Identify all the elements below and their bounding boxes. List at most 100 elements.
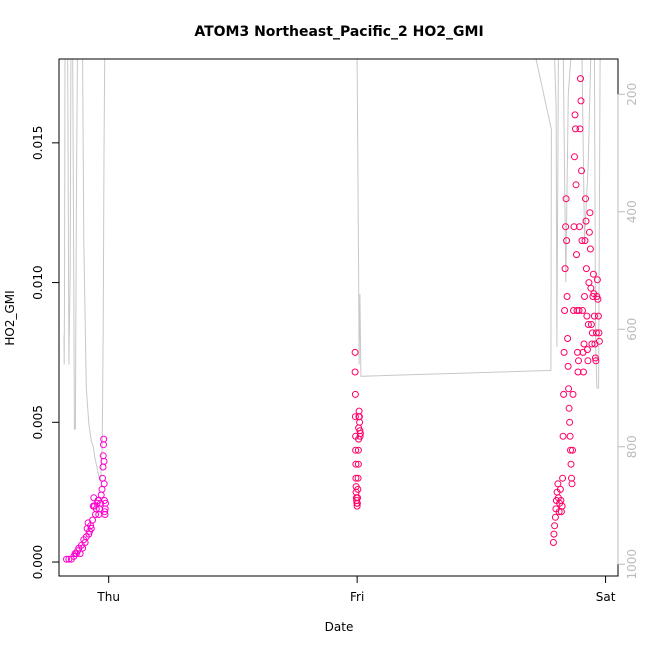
data-point xyxy=(572,181,580,189)
y-axis-label: HO2_GMI xyxy=(3,290,17,345)
data-point xyxy=(589,270,597,278)
data-point xyxy=(559,474,567,482)
data-point xyxy=(583,346,591,354)
data-point xyxy=(584,357,592,365)
data-point xyxy=(351,368,359,376)
data-point xyxy=(592,329,600,337)
data-point xyxy=(587,284,595,292)
data-point xyxy=(577,97,585,105)
data-point xyxy=(580,340,588,348)
data-point xyxy=(572,125,579,133)
right-tick-label: 1000 xyxy=(625,549,639,580)
data-point xyxy=(551,513,559,521)
right-tick-label: 800 xyxy=(625,435,639,458)
data-point xyxy=(565,385,573,393)
data-point xyxy=(590,312,598,320)
data-point xyxy=(97,491,105,499)
data-point xyxy=(593,276,601,284)
data-point xyxy=(356,432,364,440)
data-point xyxy=(555,508,563,516)
data-point xyxy=(560,348,568,356)
data-point xyxy=(588,340,596,348)
data-point xyxy=(561,265,569,273)
y-tick-label: 0.015 xyxy=(31,126,45,160)
x-tick-label: Sat xyxy=(596,590,616,604)
plot-frame xyxy=(58,58,619,577)
data-point xyxy=(354,460,362,468)
data-point xyxy=(576,125,584,133)
right-tick-label: 400 xyxy=(625,200,639,223)
data-point xyxy=(354,474,362,482)
data-point xyxy=(585,228,593,236)
data-point xyxy=(351,413,359,421)
data-point xyxy=(85,530,93,538)
right-tick-label: 600 xyxy=(625,318,639,341)
y-tick-label: 0.000 xyxy=(31,545,45,579)
data-point xyxy=(576,223,583,231)
data-point xyxy=(567,446,574,454)
data-point xyxy=(584,321,592,328)
data-point xyxy=(587,321,595,328)
data-point xyxy=(571,153,578,161)
data-point xyxy=(569,390,577,398)
data-point xyxy=(578,237,586,245)
pressure-line-layer xyxy=(63,58,601,483)
data-point xyxy=(355,407,363,415)
data-point xyxy=(575,307,583,314)
data-point xyxy=(577,75,584,83)
data-point xyxy=(581,237,589,245)
data-point xyxy=(76,550,84,558)
data-point xyxy=(586,209,594,217)
data-point xyxy=(595,337,603,345)
data-point xyxy=(564,335,572,342)
y-axis: 0.000 0.005 0.010 0.015 xyxy=(31,126,60,579)
data-point xyxy=(591,354,599,362)
data-point xyxy=(352,474,360,482)
data-point xyxy=(98,485,106,493)
data-point xyxy=(356,430,364,437)
data-point xyxy=(100,441,107,449)
y-tick-label: 0.005 xyxy=(31,405,45,439)
data-point xyxy=(563,293,571,300)
data-point xyxy=(351,390,359,398)
data-points-layer xyxy=(63,75,603,563)
x-axis: Thu Fri Sat xyxy=(96,575,616,604)
data-point xyxy=(568,480,576,488)
x-axis-label: Date xyxy=(325,620,354,634)
data-point xyxy=(87,525,95,532)
data-point xyxy=(351,348,359,356)
data-point xyxy=(579,307,586,314)
data-point xyxy=(573,251,580,259)
data-point xyxy=(561,307,569,314)
x-tick-label: Fri xyxy=(350,590,364,604)
data-point xyxy=(562,223,570,231)
data-point xyxy=(585,279,593,287)
data-point xyxy=(569,446,576,454)
data-point xyxy=(594,295,602,303)
data-point xyxy=(100,435,108,443)
data-point xyxy=(560,390,568,398)
chart-title: ATOM3 Northeast_Pacific_2 HO2_GMI xyxy=(194,24,483,40)
data-point xyxy=(558,502,566,510)
data-point xyxy=(99,452,107,460)
data-point xyxy=(571,111,579,119)
data-point xyxy=(356,418,364,426)
data-point xyxy=(559,432,567,440)
data-point xyxy=(566,418,574,426)
data-point xyxy=(582,265,590,273)
data-point xyxy=(595,329,603,337)
data-point xyxy=(567,460,575,468)
data-point xyxy=(566,432,574,440)
data-point xyxy=(568,474,575,482)
data-point xyxy=(592,357,600,365)
data-point xyxy=(353,502,361,510)
data-point xyxy=(63,555,70,563)
data-point xyxy=(594,312,602,320)
data-point xyxy=(354,485,362,493)
data-point xyxy=(554,480,562,488)
data-point xyxy=(578,167,585,175)
data-point xyxy=(580,368,587,376)
pressure-series-line xyxy=(63,58,601,483)
data-point xyxy=(562,195,570,203)
